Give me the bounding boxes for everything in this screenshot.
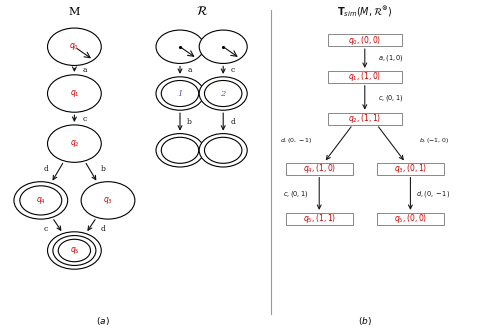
Text: c: c bbox=[83, 115, 87, 123]
Circle shape bbox=[20, 186, 62, 215]
Text: 2: 2 bbox=[220, 90, 226, 98]
Text: a: a bbox=[187, 66, 192, 74]
Text: $\mathbf{T}_{sim}(M,\mathcal{R}^{\otimes})$: $\mathbf{T}_{sim}(M,\mathcal{R}^{\otimes… bbox=[337, 4, 393, 19]
Text: $(a)$: $(a)$ bbox=[96, 315, 110, 327]
Circle shape bbox=[204, 80, 242, 107]
Text: d: d bbox=[101, 225, 106, 233]
Circle shape bbox=[156, 30, 204, 63]
Text: c: c bbox=[231, 66, 235, 74]
Text: $q_5,(0,0)$: $q_5,(0,0)$ bbox=[394, 212, 427, 225]
Text: $d,(0,-1)$: $d,(0,-1)$ bbox=[280, 136, 312, 145]
Text: M: M bbox=[69, 7, 80, 17]
Text: $q_0,(0,0)$: $q_0,(0,0)$ bbox=[348, 34, 382, 46]
Text: $q_3$: $q_3$ bbox=[103, 195, 113, 206]
Circle shape bbox=[81, 182, 135, 219]
Text: d: d bbox=[43, 165, 48, 173]
Bar bbox=[327, 71, 402, 83]
Circle shape bbox=[204, 137, 242, 163]
Bar bbox=[377, 213, 444, 225]
Bar bbox=[327, 113, 402, 125]
Circle shape bbox=[48, 125, 101, 162]
Text: b: b bbox=[101, 165, 106, 173]
Circle shape bbox=[161, 137, 199, 163]
Circle shape bbox=[156, 134, 204, 167]
Bar bbox=[286, 163, 353, 175]
Text: a: a bbox=[83, 66, 87, 74]
Text: b: b bbox=[187, 118, 192, 126]
Circle shape bbox=[199, 30, 247, 63]
Text: 1: 1 bbox=[177, 90, 183, 98]
Text: c: c bbox=[44, 225, 48, 233]
Circle shape bbox=[53, 235, 96, 266]
Text: $q_4$: $q_4$ bbox=[36, 195, 46, 206]
Text: $a,(1,0)$: $a,(1,0)$ bbox=[378, 53, 404, 63]
Text: $b,(-1,0)$: $b,(-1,0)$ bbox=[420, 136, 449, 145]
Text: $q_0$: $q_0$ bbox=[70, 41, 79, 52]
Circle shape bbox=[199, 134, 247, 167]
Text: $q_3,(0,1)$: $q_3,(0,1)$ bbox=[394, 162, 427, 175]
Text: $q_1,(1,0)$: $q_1,(1,0)$ bbox=[348, 70, 382, 83]
Circle shape bbox=[58, 239, 91, 262]
Text: $q_4,(1,0)$: $q_4,(1,0)$ bbox=[302, 162, 336, 175]
Circle shape bbox=[156, 77, 204, 110]
Bar bbox=[286, 213, 353, 225]
Text: $c,(0,1)$: $c,(0,1)$ bbox=[283, 189, 309, 199]
Text: $(b)$: $(b)$ bbox=[358, 315, 372, 327]
Circle shape bbox=[161, 80, 199, 107]
Text: $q_5,(1,1)$: $q_5,(1,1)$ bbox=[302, 212, 336, 225]
Bar bbox=[327, 34, 402, 46]
Text: $q_2,(1,1)$: $q_2,(1,1)$ bbox=[348, 112, 382, 125]
Circle shape bbox=[48, 232, 101, 269]
Text: $\mathcal{R}$: $\mathcal{R}$ bbox=[195, 5, 208, 18]
Text: $q_2$: $q_2$ bbox=[70, 138, 79, 149]
Text: d: d bbox=[230, 118, 235, 126]
Circle shape bbox=[48, 75, 101, 112]
Text: $c,(0,1)$: $c,(0,1)$ bbox=[378, 93, 404, 103]
Bar bbox=[377, 163, 444, 175]
Circle shape bbox=[14, 182, 68, 219]
Text: $d,(0,-1)$: $d,(0,-1)$ bbox=[416, 189, 451, 199]
Text: $q_5$: $q_5$ bbox=[70, 245, 79, 256]
Circle shape bbox=[48, 28, 101, 65]
Circle shape bbox=[199, 77, 247, 110]
Text: $q_1$: $q_1$ bbox=[70, 88, 79, 99]
